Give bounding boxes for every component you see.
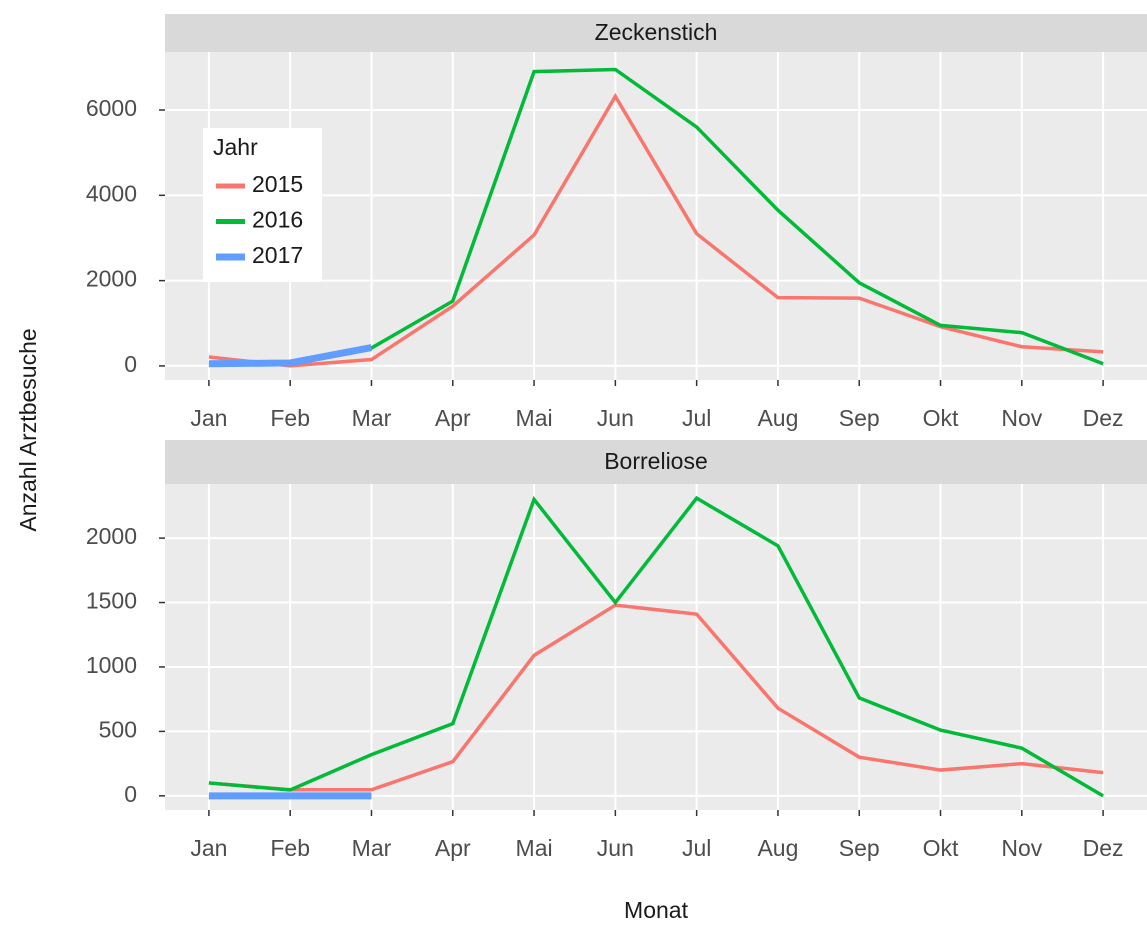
y-tick-label: 1500 bbox=[86, 588, 137, 614]
series-line bbox=[208, 92, 1104, 368]
y-tick-label: 500 bbox=[99, 716, 137, 742]
x-tick-label: Jan bbox=[190, 835, 227, 861]
strip-title: Zeckenstich bbox=[595, 19, 718, 45]
series-line bbox=[208, 344, 373, 368]
x-tick-label: Aug bbox=[757, 405, 798, 431]
x-tick-label: Feb bbox=[270, 405, 310, 431]
x-tick-label: Sep bbox=[839, 405, 880, 431]
y-tick-label: 2000 bbox=[86, 523, 137, 549]
x-tick-label: Apr bbox=[435, 835, 471, 861]
x-tick-label: Mai bbox=[516, 835, 553, 861]
x-tick-label: Dez bbox=[1083, 405, 1124, 431]
y-tick-label: 0 bbox=[124, 781, 137, 807]
legend-title: Jahr bbox=[213, 134, 258, 160]
x-axis-title: Monat bbox=[624, 897, 689, 923]
x-tick-label: Nov bbox=[1001, 405, 1042, 431]
x-tick-label: Dez bbox=[1083, 835, 1124, 861]
x-tick-label: Jun bbox=[597, 835, 634, 861]
strip-title: Borreliose bbox=[604, 448, 708, 474]
x-tick-label: Mar bbox=[352, 405, 392, 431]
y-tick-label: 1000 bbox=[86, 652, 137, 678]
y-tick-label: 0 bbox=[124, 351, 137, 377]
x-tick-label: Okt bbox=[923, 405, 959, 431]
x-tick-label: Jul bbox=[682, 405, 711, 431]
y-tick-label: 4000 bbox=[86, 180, 137, 206]
y-axis-title: Anzahl Arztbesuche bbox=[15, 328, 41, 531]
x-tick-label: Nov bbox=[1001, 835, 1042, 861]
panel-background bbox=[165, 484, 1147, 810]
x-tick-label: Jun bbox=[597, 405, 634, 431]
x-tick-label: Aug bbox=[757, 835, 798, 861]
x-tick-label: Jan bbox=[190, 405, 227, 431]
x-tick-label: Mai bbox=[516, 405, 553, 431]
panel-background bbox=[165, 52, 1147, 380]
x-tick-label: Sep bbox=[839, 835, 880, 861]
strip bbox=[165, 440, 1147, 484]
x-tick-label: Feb bbox=[270, 835, 310, 861]
x-tick-label: Okt bbox=[923, 835, 959, 861]
x-tick-label: Apr bbox=[435, 405, 471, 431]
y-tick-label: 2000 bbox=[86, 266, 137, 292]
x-tick-label: Jul bbox=[682, 835, 711, 861]
legend-label: 2017 bbox=[252, 242, 303, 268]
legend-label: 2016 bbox=[252, 207, 303, 233]
series-line bbox=[208, 603, 1104, 792]
legend-label: 2015 bbox=[252, 171, 303, 197]
strip bbox=[165, 14, 1147, 52]
y-tick-label: 6000 bbox=[86, 95, 137, 121]
x-tick-label: Mar bbox=[352, 835, 392, 861]
series-line bbox=[208, 495, 1104, 798]
